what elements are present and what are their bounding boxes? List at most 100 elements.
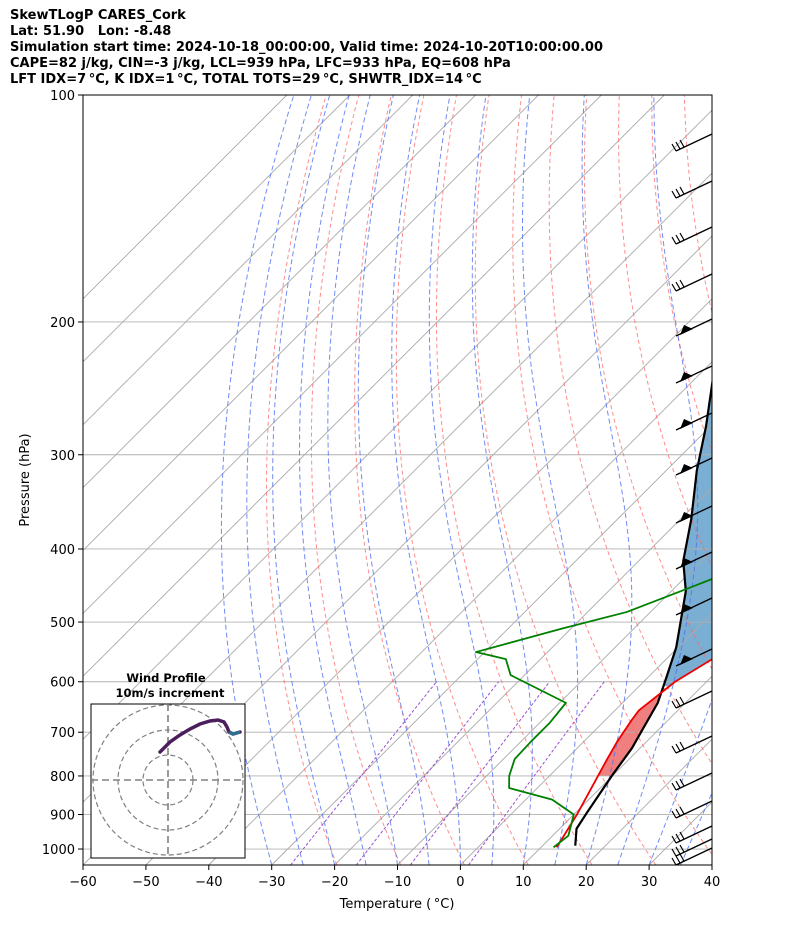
moist-adiabat xyxy=(327,95,398,865)
barb-feather xyxy=(671,283,677,292)
axes-layer: −60 −50 −40 −30 −20 −10 0 10 20 30 40 100 200 300 400 5… xyxy=(42,89,720,890)
chart-header: SkewTLogP CARES_Cork Lat: 51.90 Lon: -8.… xyxy=(10,8,603,88)
barb-feather xyxy=(671,782,677,791)
barb-feather xyxy=(671,810,677,819)
barb-feather xyxy=(679,232,685,241)
mixing-ratio-line xyxy=(409,681,550,865)
barb-feather xyxy=(671,745,677,754)
isotherm-line xyxy=(711,864,712,865)
barb-pennant xyxy=(680,512,693,522)
y-tick-label: 500 xyxy=(50,616,75,631)
barb-feather xyxy=(675,234,681,243)
y-tick-label: 200 xyxy=(50,316,75,331)
indices-line-1: CAPE=82 j/kg, CIN=-3 j/kg, LCL=939 hPa, … xyxy=(10,56,511,71)
barb-staff xyxy=(675,133,713,152)
isotherm-line xyxy=(83,95,665,677)
isotherm-line xyxy=(83,95,351,363)
dry-adiabat xyxy=(749,95,794,865)
isotherm-line xyxy=(83,109,712,740)
moist-adiabat xyxy=(711,863,712,865)
y-tick-label: 800 xyxy=(50,770,75,785)
isotherm-line xyxy=(334,486,712,865)
wind-barb xyxy=(675,365,713,384)
wind-barb xyxy=(671,133,713,152)
temperature-line xyxy=(555,658,712,848)
barb-feather xyxy=(675,188,681,197)
moist-adiabat xyxy=(357,95,430,865)
y-tick-label: 300 xyxy=(50,449,75,464)
barb-feather xyxy=(671,236,677,245)
wind-barb xyxy=(671,800,713,819)
wind-barb xyxy=(675,551,713,570)
barb-feather xyxy=(679,279,685,288)
barb-feather xyxy=(675,846,681,855)
x-tick-label: −20 xyxy=(321,875,348,890)
mixing-ratio-line xyxy=(468,681,605,865)
barb-feather xyxy=(675,141,681,150)
barb-feather xyxy=(679,831,685,840)
hodograph-upper xyxy=(228,730,241,736)
dry-adiabat xyxy=(310,95,402,865)
isotherm-line xyxy=(522,675,712,865)
isotherm-line xyxy=(397,549,712,865)
indices-line-2: LFT IDX=7 °C, K IDX=1 °C, TOTAL TOTS=29 … xyxy=(10,72,482,87)
barb-staff xyxy=(675,690,713,709)
y-tick-label: 1000 xyxy=(42,843,75,858)
barb-feather xyxy=(671,143,677,152)
x-tick-label: 10 xyxy=(515,875,532,890)
isotherm-line xyxy=(83,95,539,552)
isotherm-line xyxy=(83,95,602,615)
isotherm-line xyxy=(83,95,414,426)
barb-feather xyxy=(675,855,681,864)
dry-adiabat xyxy=(651,95,712,455)
barb-feather xyxy=(679,186,685,195)
x-tick-label: −40 xyxy=(195,875,222,890)
barb-pennant xyxy=(680,419,693,429)
x-tick-label: 40 xyxy=(704,875,721,890)
wind-barb xyxy=(671,735,713,754)
moist-adiabat xyxy=(521,95,579,865)
barb-pennant xyxy=(680,604,693,614)
chart-title: SkewTLogP CARES_Cork xyxy=(10,8,186,23)
dry-adiabat xyxy=(395,95,529,865)
moist-adiabat xyxy=(617,95,699,865)
barb-pennant xyxy=(680,464,693,474)
dewpoint-line xyxy=(474,578,712,849)
barb-feather xyxy=(675,780,681,789)
barb-feather xyxy=(679,696,685,705)
inset-subtitle: 10m/s increment xyxy=(116,686,225,700)
wind-barb xyxy=(671,825,713,844)
x-tick-label: −30 xyxy=(258,875,285,890)
x-tick-label: −10 xyxy=(384,875,411,890)
background-lines xyxy=(83,95,794,865)
moist-adiabat xyxy=(648,697,712,865)
barb-staff xyxy=(675,226,713,245)
barb-feather xyxy=(671,700,677,709)
barb-feather xyxy=(675,808,681,817)
moist-adiabat xyxy=(246,95,312,865)
dry-adiabat xyxy=(512,95,712,856)
wind-barb xyxy=(675,648,713,667)
wind-barb xyxy=(671,838,713,857)
mixing-ratio-line xyxy=(290,681,437,865)
moist-adiabat xyxy=(272,95,336,865)
isotherm-line xyxy=(271,424,712,865)
barb-feather xyxy=(671,848,677,857)
moist-adiabat xyxy=(299,95,367,865)
barb-feather xyxy=(671,190,677,199)
barb-feather xyxy=(671,857,677,866)
wind-barb xyxy=(671,690,713,709)
wind-barb xyxy=(675,412,713,431)
barb-staff xyxy=(675,273,713,292)
dry-adiabat xyxy=(717,95,794,865)
y-tick-label: 900 xyxy=(50,809,75,824)
barb-staff xyxy=(675,825,713,844)
x-axis-label: Temperature ( °C) xyxy=(339,897,455,912)
barb-staff xyxy=(675,180,713,199)
wind-barbs xyxy=(671,133,713,866)
barb-feather xyxy=(675,698,681,707)
isotherm-line xyxy=(83,95,476,489)
dry-adiabat xyxy=(548,95,712,765)
